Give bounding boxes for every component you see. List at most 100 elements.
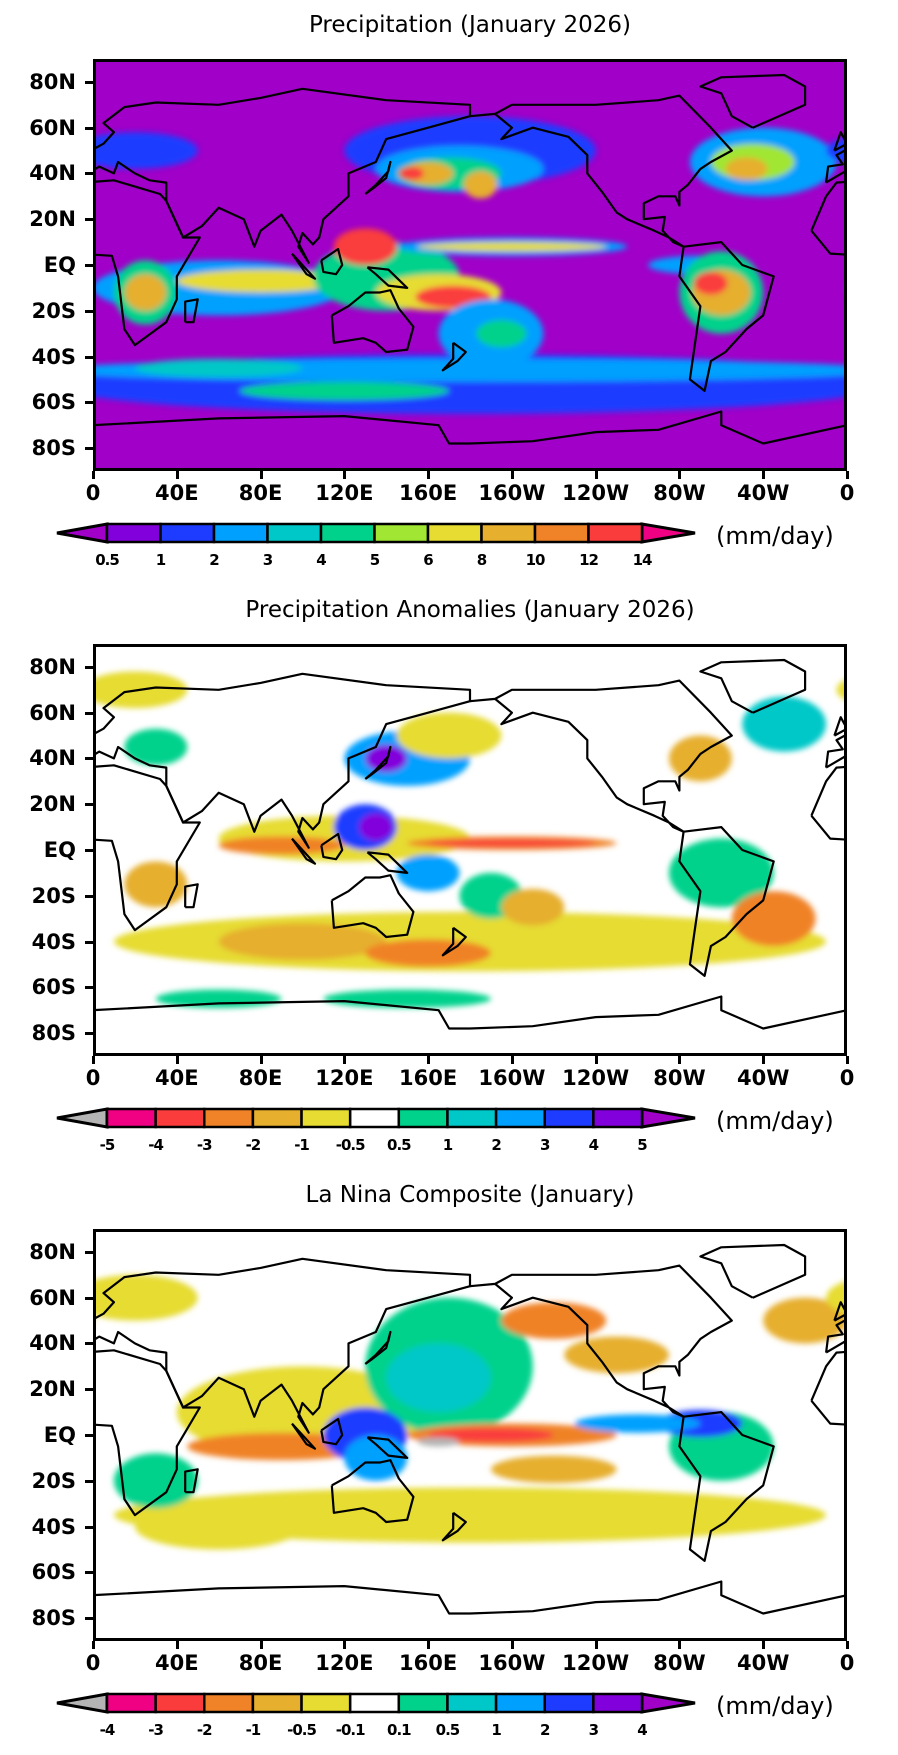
map-panel-1: Precipitation (January 2026) 80N 60N 40N 20N… bbox=[0, 0, 898, 585]
colorbar-label: -1 bbox=[294, 1136, 310, 1154]
colorbar-label: 2 bbox=[540, 1721, 550, 1739]
colorbar-swatch bbox=[494, 1692, 546, 1714]
colorbar-swatch bbox=[446, 1692, 498, 1714]
colorbar-low-extension bbox=[56, 1107, 109, 1129]
precip-contour bbox=[344, 1435, 408, 1481]
colorbar-label: -1 bbox=[245, 1721, 262, 1739]
precip-contour bbox=[742, 696, 827, 752]
units-label: (mm/day) bbox=[716, 522, 834, 550]
coastline bbox=[699, 73, 807, 129]
precip-contour bbox=[96, 1274, 198, 1321]
lon-tick bbox=[678, 1056, 682, 1064]
lat-tick-label: 60S bbox=[31, 390, 76, 415]
lon-tick-label: 120E bbox=[315, 1651, 374, 1675]
lon-tick-label: 40W bbox=[737, 1066, 790, 1090]
map-panel-3: La Nina Composite (January) 80N 60N 40N 20N E… bbox=[0, 1170, 898, 1755]
precip-contour bbox=[463, 171, 498, 199]
lat-tick bbox=[85, 849, 93, 852]
lat-tick-label: 60S bbox=[31, 1560, 76, 1585]
lat-tick-label: 60N bbox=[29, 1285, 76, 1310]
precip-contour bbox=[417, 1437, 460, 1447]
lon-tick-label: 160W bbox=[478, 481, 546, 505]
lat-tick bbox=[85, 1617, 93, 1621]
coastline bbox=[184, 1468, 199, 1494]
colorbar-label: 3 bbox=[588, 1721, 599, 1739]
colorbar-swatch bbox=[154, 1692, 206, 1714]
lon-tick bbox=[678, 471, 682, 479]
precip-contour bbox=[124, 728, 188, 766]
coastline bbox=[96, 415, 470, 445]
lat-tick-label: 40S bbox=[31, 1514, 76, 1539]
coastline bbox=[678, 826, 775, 977]
lat-tick bbox=[85, 80, 93, 84]
coastline bbox=[291, 837, 317, 865]
coastline bbox=[96, 672, 472, 849]
precip-contour bbox=[96, 132, 198, 169]
colorbar-swatch bbox=[543, 1107, 595, 1129]
colorbar-swatch bbox=[251, 1692, 303, 1714]
coastline bbox=[678, 1411, 775, 1562]
colorbar-label: -0.5 bbox=[335, 1136, 366, 1154]
colorbar-high-extension bbox=[640, 1107, 696, 1129]
lat-tick bbox=[85, 757, 93, 761]
lat-tick-label: 60N bbox=[29, 700, 76, 725]
coastline bbox=[96, 179, 201, 347]
lon-tick bbox=[343, 1641, 347, 1649]
precip-contour bbox=[668, 735, 732, 782]
coastline bbox=[330, 1459, 415, 1524]
coastline bbox=[441, 926, 467, 957]
colorbar-label: 5 bbox=[637, 1136, 647, 1154]
lat-tick-label: EQ bbox=[43, 253, 76, 277]
coastline bbox=[184, 883, 199, 909]
coastline bbox=[320, 832, 344, 861]
precip-contour bbox=[763, 1297, 844, 1344]
precip-contour bbox=[805, 371, 844, 397]
coastline bbox=[291, 1422, 317, 1450]
lon-tick-label: 160W bbox=[478, 1066, 546, 1090]
lat-tick bbox=[85, 1250, 93, 1254]
lon-tick-label: 120W bbox=[562, 481, 630, 505]
lon-tick bbox=[92, 1056, 95, 1064]
coastline bbox=[441, 1511, 467, 1542]
colorbar-label: -2 bbox=[196, 1721, 213, 1739]
lon-tick bbox=[92, 471, 95, 479]
colorbar bbox=[56, 1107, 696, 1129]
map-area bbox=[93, 59, 847, 471]
lat-tick bbox=[85, 1388, 93, 1392]
lat-tick-label: 20N bbox=[29, 1377, 76, 1402]
lat-tick bbox=[85, 986, 93, 990]
colorbar-label: 4 bbox=[316, 551, 326, 569]
lat-tick bbox=[85, 1525, 93, 1529]
coastline bbox=[291, 252, 317, 280]
colorbar-swatch bbox=[203, 1107, 255, 1129]
precip-contour bbox=[124, 274, 167, 311]
coastline bbox=[699, 1243, 807, 1299]
lat-tick bbox=[85, 1434, 93, 1437]
precip-contour bbox=[386, 1343, 491, 1413]
colorbar-label: 1 bbox=[491, 1721, 501, 1739]
lat-tick-label: 80N bbox=[29, 654, 76, 679]
lon-tick-label: 160E bbox=[399, 1066, 458, 1090]
coastline bbox=[330, 874, 415, 939]
lat-tick bbox=[85, 264, 93, 267]
coastline bbox=[366, 1436, 409, 1459]
coastline bbox=[678, 241, 775, 392]
lon-tick bbox=[762, 1056, 766, 1064]
colorbar-label: 6 bbox=[423, 551, 433, 569]
lon-tick-label: 0 bbox=[839, 481, 855, 505]
lon-tick bbox=[510, 1641, 514, 1649]
lon-tick-label: 120W bbox=[562, 1651, 630, 1675]
lon-tick bbox=[510, 471, 514, 479]
colorbar-swatch bbox=[587, 522, 644, 544]
lon-tick bbox=[510, 1056, 514, 1064]
lon-tick-label: 120E bbox=[315, 1066, 374, 1090]
lat-tick-label: 40S bbox=[31, 929, 76, 954]
lon-tick bbox=[175, 1056, 179, 1064]
lon-tick-label: 0 bbox=[85, 1066, 101, 1090]
coastline bbox=[364, 160, 392, 195]
lat-tick-label: EQ bbox=[43, 1423, 76, 1447]
colorbar-label: -5 bbox=[99, 1136, 116, 1154]
lon-tick-label: 40W bbox=[737, 1651, 790, 1675]
precip-contour bbox=[358, 813, 393, 841]
colorbar-swatch bbox=[154, 1107, 206, 1129]
